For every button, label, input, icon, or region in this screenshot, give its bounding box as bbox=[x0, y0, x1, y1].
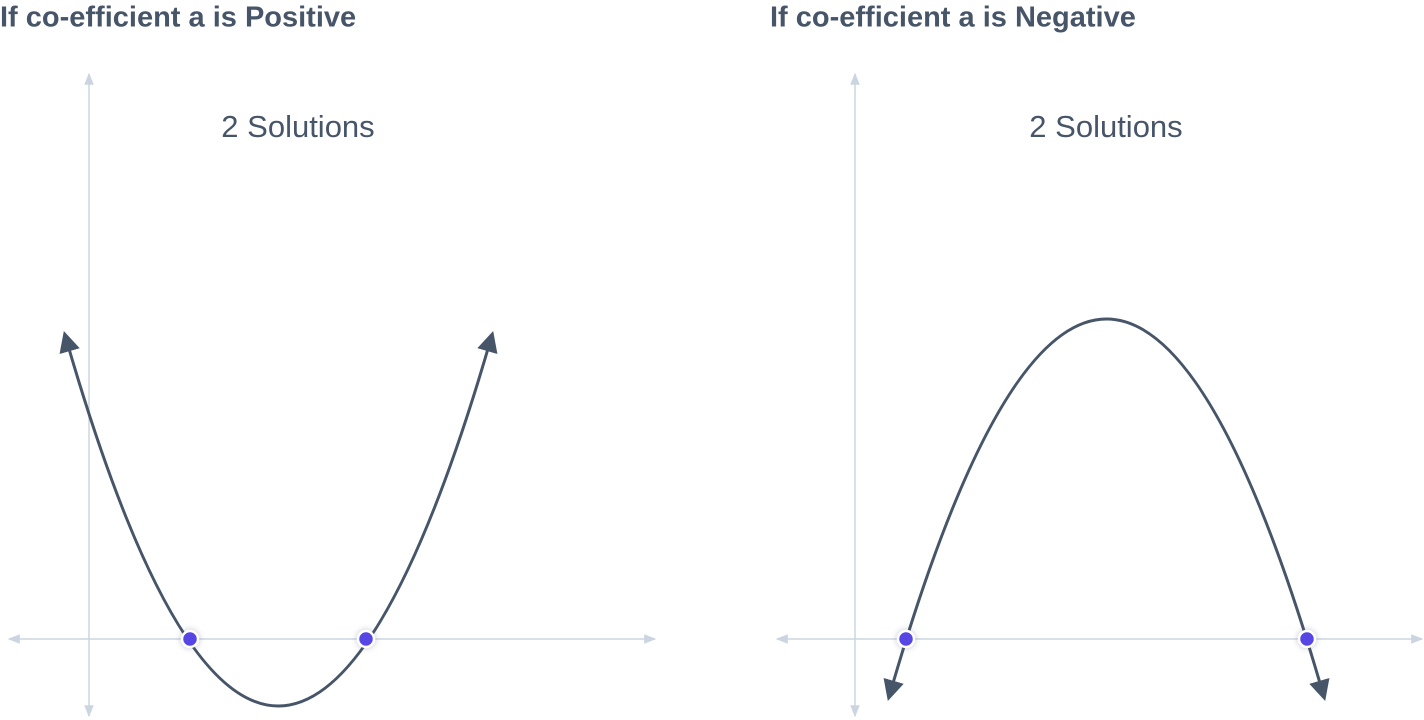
parabola bbox=[59, 330, 498, 708]
solutions-label: 2 Solutions bbox=[1029, 109, 1182, 144]
panel-title: If co-efficient a is Negative bbox=[770, 2, 1136, 34]
root-point bbox=[356, 629, 376, 649]
root-point bbox=[1297, 629, 1317, 649]
solutions-label: 2 Solutions bbox=[221, 109, 374, 144]
parabola bbox=[883, 317, 1330, 702]
panel-positive: If co-efficient a is Positive 2 Solution… bbox=[0, 2, 657, 718]
root-point bbox=[896, 629, 916, 649]
root-point bbox=[180, 629, 200, 649]
panel-title: If co-efficient a is Positive bbox=[0, 2, 356, 34]
panel-negative: If co-efficient a is Negative 2 Solution… bbox=[770, 2, 1424, 718]
